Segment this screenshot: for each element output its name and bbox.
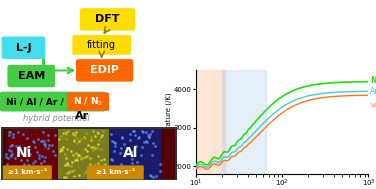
Text: N / N$_2$: N / N$_2$ (73, 95, 103, 108)
Text: Ni / Al / Ar /: Ni / Al / Ar / (6, 97, 64, 106)
Text: Ar: Ar (75, 111, 89, 121)
FancyBboxPatch shape (1, 127, 177, 180)
Text: fitting: fitting (87, 40, 116, 50)
Bar (109, 129, 161, 179)
Bar (3, 129, 8, 179)
Text: DFT: DFT (95, 15, 120, 24)
Text: EAM: EAM (18, 71, 45, 81)
FancyBboxPatch shape (80, 8, 135, 31)
Text: ≥1 km·s⁻¹: ≥1 km·s⁻¹ (96, 170, 135, 175)
Text: Ar: Ar (370, 87, 376, 96)
Text: ≥1 km·s⁻¹: ≥1 km·s⁻¹ (8, 170, 47, 175)
FancyBboxPatch shape (0, 92, 106, 112)
FancyBboxPatch shape (67, 92, 109, 111)
FancyBboxPatch shape (76, 59, 133, 82)
FancyBboxPatch shape (87, 165, 144, 180)
Text: Al: Al (123, 146, 139, 160)
Text: N$_2$: N$_2$ (370, 74, 376, 87)
FancyBboxPatch shape (72, 35, 131, 55)
Text: hybrid potential: hybrid potential (23, 114, 90, 123)
Bar (58, 129, 109, 179)
Text: L-J: L-J (16, 43, 31, 53)
Y-axis label: Temperature (/K): Temperature (/K) (165, 93, 172, 151)
Bar (161, 129, 175, 179)
Bar (221, 70, 266, 174)
Bar (196, 70, 225, 174)
Text: Ni: Ni (15, 146, 32, 160)
Text: vacuum: vacuum (370, 101, 376, 108)
Bar (3, 129, 58, 179)
FancyBboxPatch shape (2, 36, 45, 59)
Text: EDIP: EDIP (90, 66, 119, 75)
FancyBboxPatch shape (3, 165, 52, 180)
FancyBboxPatch shape (8, 65, 55, 87)
